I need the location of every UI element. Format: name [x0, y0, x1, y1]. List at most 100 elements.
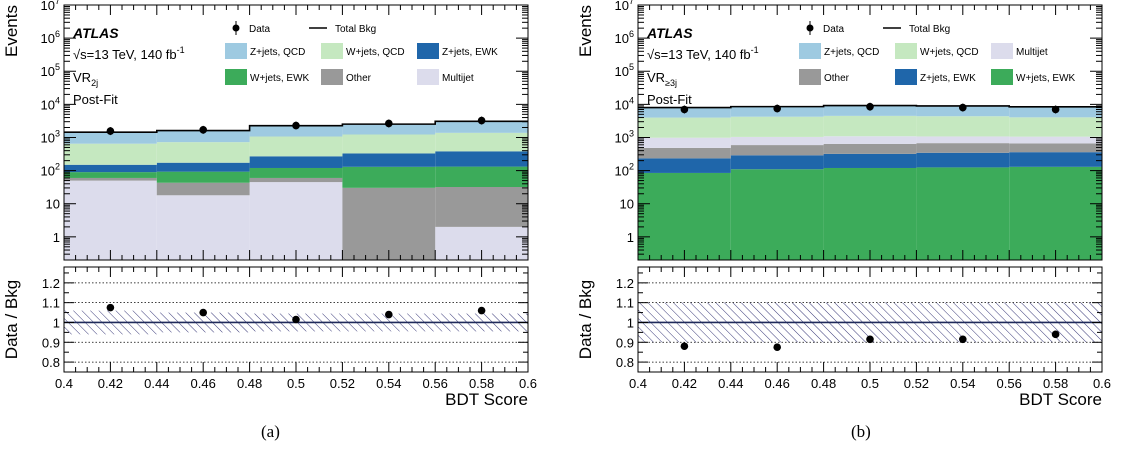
- b-legend-swatch-5: [991, 69, 1013, 85]
- b-data-point-1: [773, 104, 781, 113]
- a-legend-swatch-4: [321, 69, 343, 85]
- b-bar-4-1: [730, 116, 824, 137]
- b-xtick-label-7: 0.54: [950, 376, 975, 391]
- a-legend-label-5: Multijet: [442, 73, 474, 84]
- a-ytick-label-1: 10: [46, 197, 60, 212]
- b-data-point-0: [680, 105, 689, 114]
- a-energy-label: √s=13 TeV, 140 fb-1: [73, 45, 185, 62]
- figure-b: 1 10 102 103 104 105 106 107 0.4 0.42 0.44 0.46 0.48…: [574, 0, 1148, 420]
- b-atlas-label: ATLAS: [646, 25, 693, 41]
- b-ratio-point-4: [1051, 330, 1060, 339]
- caption-b: (b): [851, 422, 871, 441]
- a-rytick-label-3: 1.1: [42, 296, 60, 311]
- a-bar-2-2: [249, 167, 343, 178]
- a-data-point-0: [106, 127, 115, 135]
- b-xtick-label-4: 0.48: [811, 376, 836, 391]
- b-ytick-label-1: 10: [620, 197, 634, 212]
- a-ytick-label-7: 107: [41, 0, 60, 13]
- b-bar-1-4: [1009, 152, 1102, 167]
- b-region-label: VR≥3j: [647, 70, 677, 88]
- b-legend-swatch-3: [799, 69, 821, 85]
- a-bar-2-4: [435, 166, 528, 187]
- b-xlabel: BDT Score: [1019, 390, 1102, 409]
- b-legend-label-5: W+jets, EWK: [1016, 73, 1076, 84]
- a-bar-2-3: [342, 166, 436, 188]
- b-bar-1-0: [638, 158, 731, 173]
- b-bar-4-3: [916, 116, 1010, 137]
- a-bar-3-3: [342, 153, 436, 167]
- b-xtick-label-3: 0.46: [765, 376, 790, 391]
- a-ytick-label-5: 105: [41, 62, 60, 79]
- b-legend-label-2: Multijet: [1016, 47, 1048, 58]
- a-xtick-label-6: 0.52: [330, 376, 355, 391]
- a-ratio-point-2: [292, 315, 300, 324]
- a-legend-swatch-1: [321, 43, 343, 59]
- figure-a: 1 10 102 103 104 105 106 107 0.4 0.42 0.44 0.46 0.48…: [0, 0, 574, 420]
- a-legend-swatch-0: [225, 43, 247, 59]
- a-bar-4-1: [156, 142, 250, 163]
- b-bar-2-0: [638, 147, 731, 159]
- a-ratio-point-0: [106, 303, 115, 312]
- a-ratio-group: [64, 282, 528, 363]
- b-ratio-point-3: [959, 335, 967, 344]
- b-rytick-label-2: 1: [627, 315, 634, 330]
- a-bar-2-0: [64, 172, 157, 178]
- b-bar-4-2: [823, 115, 917, 137]
- b-ytick-label-5: 105: [615, 62, 634, 79]
- b-bar-0-0: [638, 172, 731, 260]
- a-ratio-point-3: [385, 310, 393, 319]
- b-legend-label-0: Z+jets, QCD: [824, 47, 879, 58]
- a-ratio-frame: [63, 266, 529, 373]
- b-legend-swatch-0: [799, 43, 821, 59]
- b-ytick-label-0: 1: [627, 230, 634, 245]
- b-rytick-label-4: 1.2: [616, 276, 634, 291]
- b-legend-label-1: W+jets, QCD: [920, 47, 979, 58]
- a-xtick-label-1: 0.42: [98, 376, 123, 391]
- a-bar-4-4: [435, 132, 528, 152]
- b-ratio-frame: [637, 266, 1103, 373]
- a-legend-label-1: W+jets, QCD: [346, 47, 405, 58]
- b-ylabel: Events: [576, 5, 595, 57]
- b-legend-swatch-4: [895, 69, 917, 85]
- a-xtick-label-9: 0.58: [469, 376, 494, 391]
- b-legend-label-3: Other: [824, 73, 850, 84]
- a-bar-0-0: [64, 180, 157, 260]
- b-legend-swatch-1: [895, 43, 917, 59]
- b-bar-0-2: [823, 167, 917, 260]
- b-bar-3-2: [823, 136, 917, 144]
- a-ytick-label-3: 103: [41, 128, 60, 145]
- a-bar-0-2: [249, 182, 343, 260]
- b-legend-data-label: Data: [823, 24, 845, 35]
- b-xtick-label-9: 0.58: [1043, 376, 1068, 391]
- a-ytick-label-4: 104: [41, 95, 60, 112]
- a-bar-0-1: [156, 195, 250, 260]
- b-ratio-point-1: [773, 343, 781, 352]
- a-fit-label: Post-Fit: [73, 92, 118, 107]
- a-bar-5-4: [435, 121, 528, 133]
- a-ratio-point-4: [477, 306, 486, 315]
- a-legend-swatch-2: [417, 43, 439, 59]
- a-legend-swatch-5: [417, 69, 439, 85]
- b-bar-4-4: [1009, 117, 1102, 137]
- b-bar-2-4: [1009, 143, 1102, 153]
- a-bar-1-1: [156, 182, 250, 196]
- b-bar-2-3: [916, 143, 1010, 153]
- a-stack-group: [64, 121, 528, 260]
- b-xtick-label-10: 0.6: [1093, 376, 1111, 391]
- b-rytick-label-3: 1.1: [616, 296, 634, 311]
- b-ytick-label-4: 104: [615, 95, 634, 112]
- b-data-point-3: [959, 103, 967, 112]
- a-data-point-4: [477, 116, 486, 125]
- b-bar-3-0: [638, 137, 731, 148]
- b-ratio-point-2: [866, 335, 874, 344]
- b-xtick-label-1: 0.42: [672, 376, 697, 391]
- b-bar-2-2: [823, 143, 917, 154]
- a-ylabel: Events: [2, 5, 21, 57]
- a-bar-2-1: [156, 171, 250, 183]
- a-atlas-label: ATLAS: [72, 25, 119, 41]
- a-ytick-label-2: 102: [41, 162, 60, 179]
- b-legend-label-4: Z+jets, EWK: [920, 73, 976, 84]
- a-rytick-label-0: 0.8: [42, 355, 60, 370]
- a-xtick-label-3: 0.46: [191, 376, 216, 391]
- b-fit-label: Post-Fit: [647, 92, 692, 107]
